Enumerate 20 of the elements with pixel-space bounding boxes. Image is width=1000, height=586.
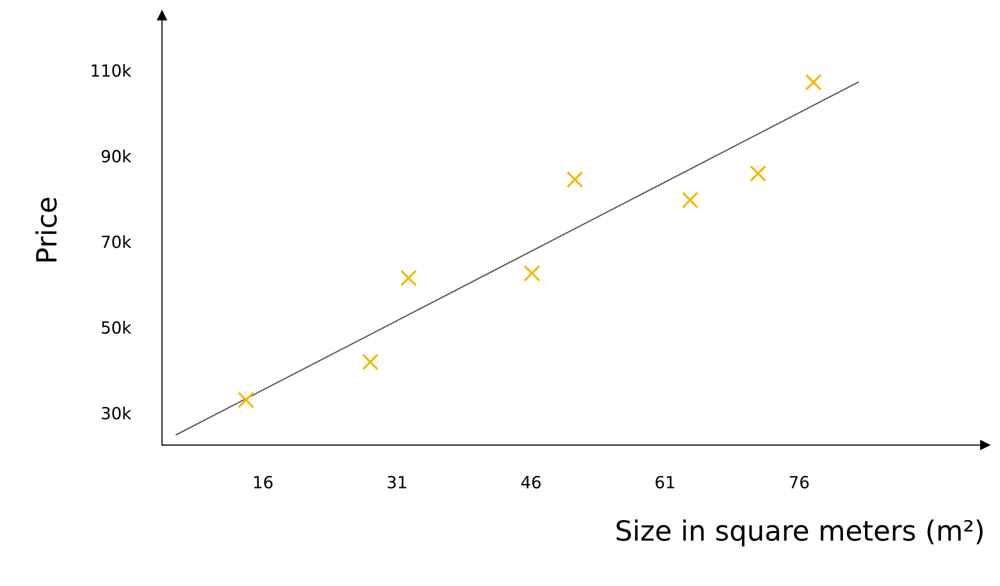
point — [362, 354, 379, 370]
y-tick-label: 110k — [92, 64, 132, 77]
y-tick-label: 30k — [102, 406, 132, 420]
x-tick-label: 46 — [521, 476, 541, 488]
y-axis-title: Price — [35, 198, 57, 262]
point — [400, 270, 417, 286]
x-axis-title: Size in square meters (m²) — [616, 519, 983, 546]
y-tick-label: 90k — [102, 150, 132, 163]
point — [682, 192, 698, 208]
point — [750, 165, 766, 182]
point — [566, 171, 584, 188]
point — [805, 74, 822, 91]
x-tick-label: 31 — [388, 476, 406, 488]
x-tick-label: 16 — [254, 476, 273, 488]
x-tick-label: 61 — [656, 476, 674, 488]
x-tick-label: 76 — [790, 476, 809, 488]
point — [238, 392, 254, 408]
point — [524, 264, 540, 282]
y-tick-label: 70k — [102, 235, 132, 248]
y-tick-label: 50k — [102, 320, 132, 334]
